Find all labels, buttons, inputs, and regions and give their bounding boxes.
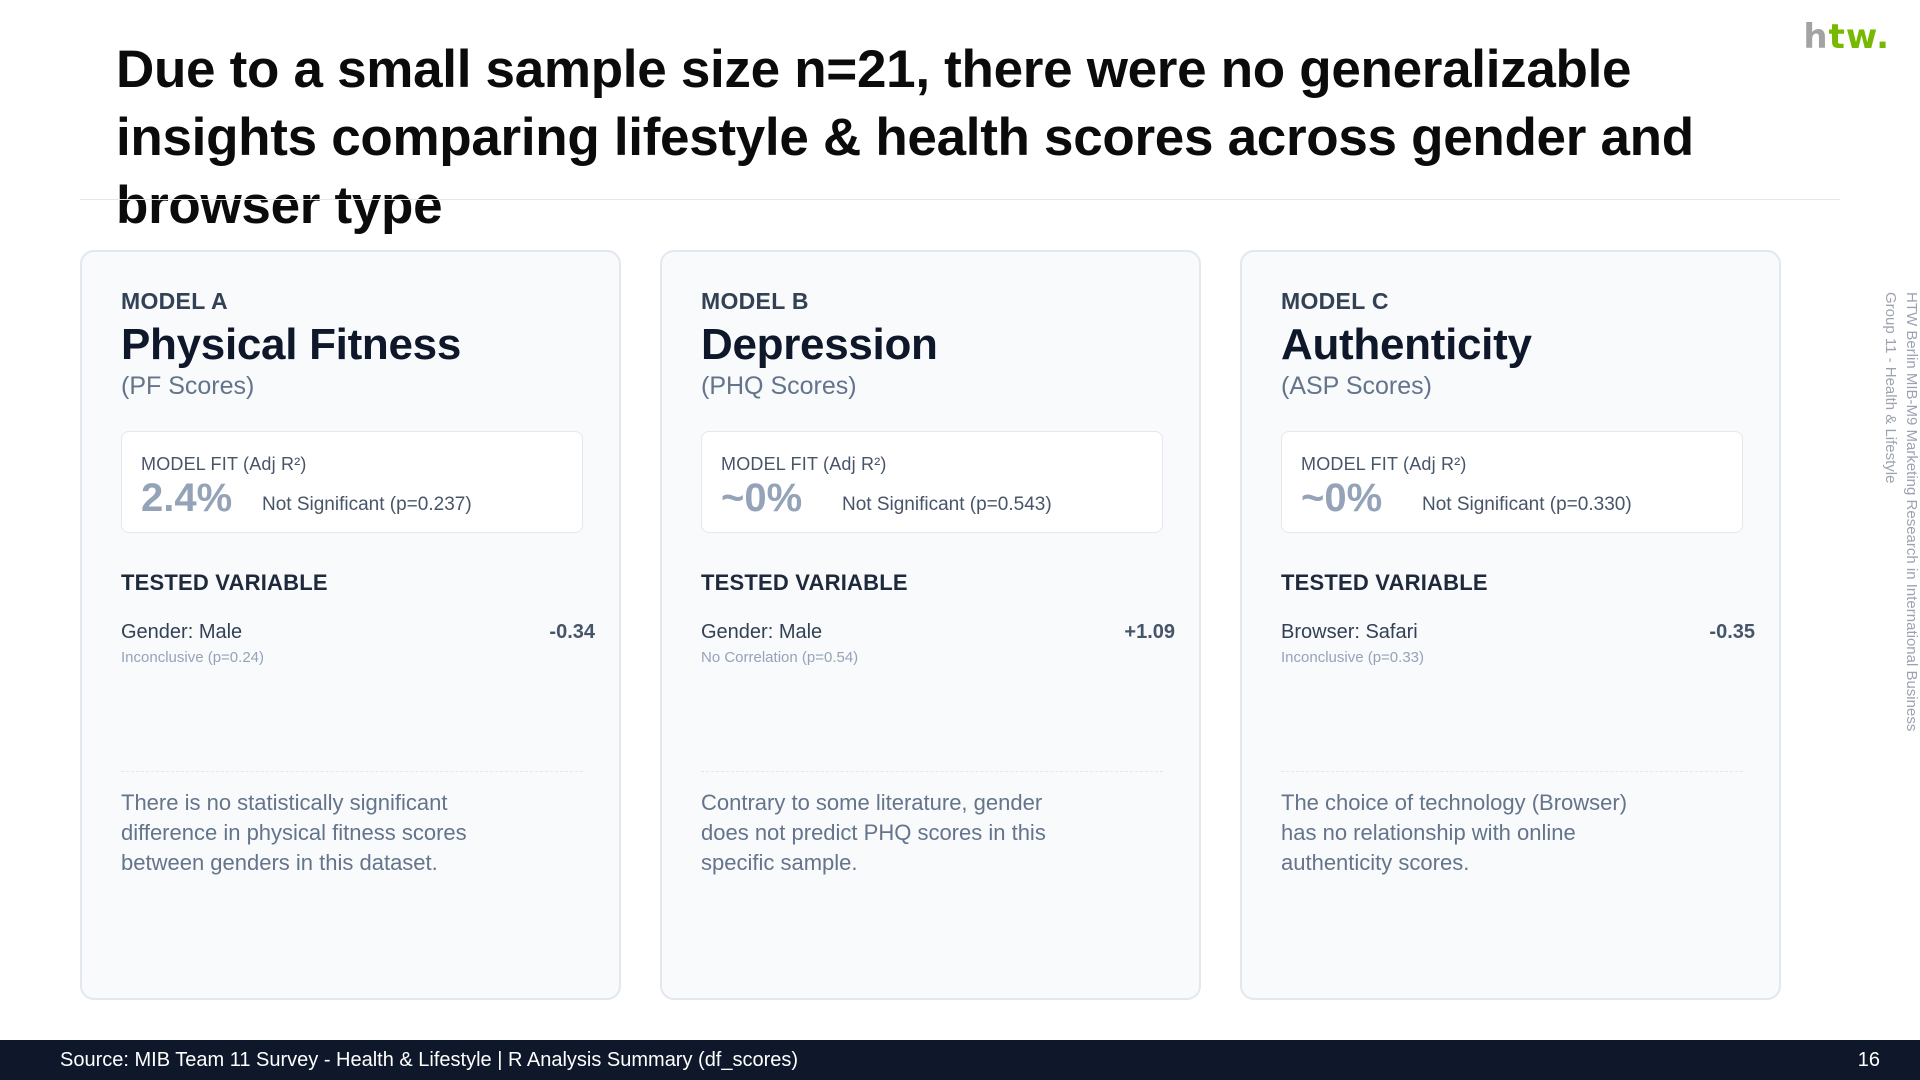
- model-name: Depression: [701, 320, 938, 369]
- card-summary: Contrary to some literature, gender does…: [701, 790, 1046, 875]
- tested-variable-coefficient: -0.35: [1709, 621, 1755, 643]
- model-fit-box: MODEL FIT (Adj R²) ~0% Not Significant (…: [1281, 431, 1743, 533]
- model-subtitle: (ASP Scores): [1281, 372, 1432, 400]
- logo-tw: tw: [1828, 17, 1877, 57]
- tested-variable-heading: TESTED VARIABLE: [701, 570, 908, 595]
- model-fit-box: MODEL FIT (Adj R²) 2.4% Not Significant …: [121, 431, 583, 533]
- tested-variable-heading: TESTED VARIABLE: [1281, 570, 1488, 595]
- model-card-c: MODEL C Authenticity (ASP Scores) MODEL …: [1240, 250, 1781, 1000]
- model-subtitle: (PF Scores): [121, 372, 255, 400]
- tested-variable-coefficient: -0.34: [549, 621, 595, 643]
- tested-variable-coefficient: +1.09: [1124, 621, 1175, 643]
- card-divider: [701, 771, 1163, 772]
- card-divider: [1281, 771, 1743, 772]
- model-fit-label: MODEL FIT (Adj R²): [1301, 454, 1467, 474]
- tested-variable-heading: TESTED VARIABLE: [121, 570, 328, 595]
- tested-variable-name: Browser: Safari: [1281, 621, 1418, 643]
- model-fit-value: 2.4%: [141, 476, 233, 520]
- tested-variable-note: Inconclusive (p=0.33): [1281, 649, 1424, 666]
- model-fit-significance: Not Significant (p=0.237): [262, 494, 472, 515]
- logo-dot: .: [1876, 17, 1890, 57]
- model-card-a: MODEL A Physical Fitness (PF Scores) MOD…: [80, 250, 621, 1000]
- card-summary: The choice of technology (Browser) has n…: [1281, 790, 1628, 875]
- logo-h: h: [1803, 17, 1829, 57]
- model-fit-significance: Not Significant (p=0.330): [1422, 494, 1632, 515]
- side-note-line-1: HTW Berlin MIB-M9 Marketing Research in …: [1903, 292, 1920, 732]
- model-name: Physical Fitness: [121, 320, 462, 369]
- model-fit-value: ~0%: [721, 476, 803, 520]
- slide-title: Due to a small sample size n=21, there w…: [116, 40, 1694, 235]
- model-fit-significance: Not Significant (p=0.543): [842, 494, 1052, 515]
- model-label: MODEL B: [701, 288, 809, 314]
- tested-variable-note: Inconclusive (p=0.24): [121, 649, 264, 666]
- model-name: Authenticity: [1281, 320, 1532, 369]
- title-divider: [80, 199, 1840, 200]
- tested-variable-name: Gender: Male: [121, 621, 243, 643]
- model-fit-label: MODEL FIT (Adj R²): [141, 454, 307, 474]
- footer-bar: Source: MIB Team 11 Survey - Health & Li…: [0, 1040, 1920, 1080]
- card-summary: There is no statistically significant di…: [121, 790, 467, 875]
- model-label: MODEL C: [1281, 288, 1389, 314]
- card-divider: [121, 771, 583, 772]
- model-fit-box: MODEL FIT (Adj R²) ~0% Not Significant (…: [701, 431, 1163, 533]
- model-card-b: MODEL B Depression (PHQ Scores) MODEL FI…: [660, 250, 1201, 1000]
- vertical-side-note: HTW Berlin MIB-M9 Marketing Research in …: [1868, 292, 1920, 792]
- htw-logo: htw.: [1803, 20, 1890, 54]
- side-note-line-2: Group 11 - Health & Lifestyle: [1882, 292, 1899, 484]
- tested-variable-note: No Correlation (p=0.54): [701, 649, 859, 666]
- tested-variable-name: Gender: Male: [701, 621, 823, 643]
- page-number: 16: [1857, 1049, 1880, 1071]
- model-label: MODEL A: [121, 288, 228, 314]
- model-fit-label: MODEL FIT (Adj R²): [721, 454, 887, 474]
- model-cards: MODEL A Physical Fitness (PF Scores) MOD…: [80, 250, 1781, 1000]
- model-fit-value: ~0%: [1301, 476, 1383, 520]
- model-subtitle: (PHQ Scores): [701, 372, 857, 400]
- footer-source: Source: MIB Team 11 Survey - Health & Li…: [60, 1049, 799, 1071]
